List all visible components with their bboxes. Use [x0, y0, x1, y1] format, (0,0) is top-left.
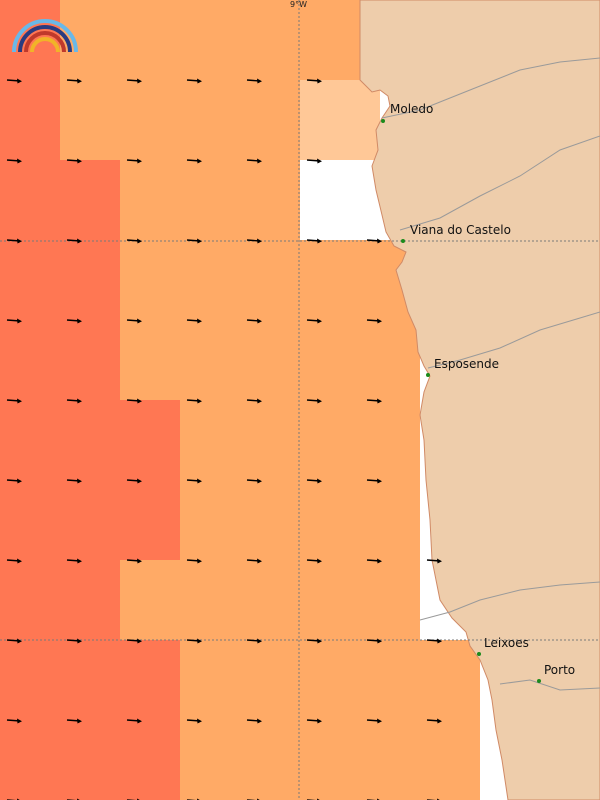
wind-arrow-icon: [126, 638, 142, 644]
wind-arrow-icon: [246, 478, 262, 484]
town-marker-viana: [401, 239, 405, 243]
sea-cell: [120, 560, 420, 640]
wind-arrow-icon: [6, 238, 22, 244]
wind-arrow-icon: [246, 638, 262, 644]
wind-arrow-icon: [126, 558, 142, 564]
wind-arrow-icon: [186, 718, 202, 724]
wind-arrow-icon: [126, 478, 142, 484]
wind-arrow-icon: [6, 558, 22, 564]
wind-arrow-icon: [6, 78, 22, 84]
wind-arrow-icon: [6, 398, 22, 404]
wind-arrow-icon: [246, 158, 262, 164]
wind-arrow-icon: [126, 318, 142, 324]
wind-arrow-icon: [126, 398, 142, 404]
wind-arrow-icon: [306, 478, 322, 484]
wind-arrow-icon: [366, 398, 382, 404]
wind-arrow-icon: [126, 158, 142, 164]
wind-arrow-icon: [306, 398, 322, 404]
wind-arrow-icon: [306, 638, 322, 644]
wind-arrow-icon: [66, 558, 82, 564]
wind-arrow-icon: [306, 158, 322, 164]
town-marker-esposende: [426, 373, 430, 377]
wind-arrow-icon: [186, 558, 202, 564]
wind-arrow-icon: [186, 78, 202, 84]
wind-arrow-icon: [246, 558, 262, 564]
wind-arrow-icon: [6, 158, 22, 164]
wind-arrow-icon: [186, 478, 202, 484]
town-marker-moledo: [381, 119, 385, 123]
wind-arrow-icon: [246, 78, 262, 84]
wind-arrow-icon: [246, 318, 262, 324]
place-label-moledo: Moledo: [390, 102, 434, 116]
wind-arrow-icon: [66, 478, 82, 484]
town-marker-leixoes: [477, 652, 481, 656]
wind-arrow-icon: [126, 78, 142, 84]
wind-arrow-icon: [6, 718, 22, 724]
place-label-porto: Porto: [544, 663, 576, 677]
wind-arrow-icon: [426, 638, 442, 644]
wind-arrow-icon: [246, 398, 262, 404]
place-label-leixoes: Leixoes: [484, 636, 529, 650]
wind-arrow-icon: [6, 638, 22, 644]
wind-arrow-icon: [126, 718, 142, 724]
wind-arrow-icon: [366, 638, 382, 644]
wind-arrow-icon: [6, 318, 22, 324]
place-label-esposende: Esposende: [434, 357, 500, 371]
wind-arrows: [6, 78, 442, 800]
wind-arrow-icon: [186, 398, 202, 404]
wind-arrow-icon: [66, 638, 82, 644]
sea-cell: [180, 400, 420, 560]
wind-arrow-icon: [426, 558, 442, 564]
sea-cell: [120, 160, 300, 240]
land-mass: [359, 0, 600, 800]
wind-arrow-icon: [186, 238, 202, 244]
place-label-viana: Viana do Castelo: [410, 223, 511, 237]
town-marker-porto: [537, 679, 541, 683]
wind-arrow-icon: [66, 238, 82, 244]
sea-cells: [0, 0, 480, 800]
wind-arrow-icon: [186, 158, 202, 164]
longitude-label: 9°W: [290, 0, 307, 9]
wind-arrow-icon: [366, 718, 382, 724]
wind-arrow-icon: [366, 558, 382, 564]
wind-arrow-icon: [306, 238, 322, 244]
wind-arrow-icon: [306, 718, 322, 724]
wind-arrow-icon: [186, 638, 202, 644]
wind-arrow-icon: [246, 718, 262, 724]
wind-arrow-icon: [366, 238, 382, 244]
wind-arrow-icon: [6, 478, 22, 484]
wind-arrow-icon: [306, 558, 322, 564]
sea-cell: [300, 80, 380, 160]
wind-arrow-icon: [306, 318, 322, 324]
wind-arrow-icon: [66, 318, 82, 324]
sea-cell: [60, 640, 180, 800]
wind-arrow-icon: [186, 318, 202, 324]
wind-arrow-icon: [66, 158, 82, 164]
wind-arrow-icon: [66, 78, 82, 84]
wind-arrow-icon: [366, 318, 382, 324]
wind-arrow-icon: [66, 718, 82, 724]
wind-arrow-icon: [366, 478, 382, 484]
wind-arrow-icon: [126, 238, 142, 244]
rainbow-logo-icon: [12, 19, 78, 53]
wind-arrow-icon: [246, 238, 262, 244]
rivers: [381, 57, 600, 691]
wind-arrow-icon: [66, 398, 82, 404]
wind-arrow-icon: [306, 78, 322, 84]
wind-arrow-icon: [426, 718, 442, 724]
